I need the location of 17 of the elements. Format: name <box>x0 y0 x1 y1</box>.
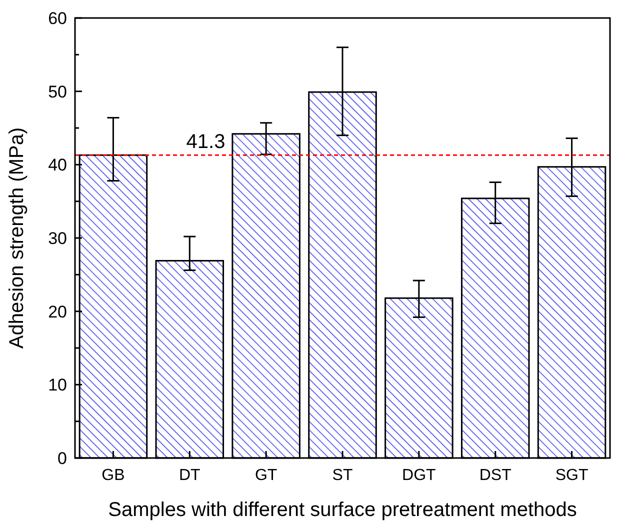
x-tick-label: DT <box>178 467 201 484</box>
x-tick-label: DST <box>479 467 512 484</box>
x-tick-label: SGT <box>555 467 588 484</box>
y-tick-label: 30 <box>48 228 67 248</box>
x-axis-title: Samples with different surface pretreatment methods <box>108 499 577 521</box>
x-tick-label: GT <box>254 467 278 484</box>
x-tick-label: ST <box>332 467 353 484</box>
y-tick-label: 50 <box>48 82 67 102</box>
y-tick-label: 20 <box>48 302 67 322</box>
x-tick-label: DGT <box>402 467 436 484</box>
y-tick-label: 0 <box>58 448 67 468</box>
y-tick-label: 10 <box>48 376 67 395</box>
x-tick-label: GB <box>102 467 125 484</box>
y-axis-title: Adhesion strength (MPa) <box>6 127 28 349</box>
y-tick-label: 60 <box>48 8 67 28</box>
y-tick-label: 40 <box>48 156 67 175</box>
ref-line-label: 41.3 <box>186 131 226 154</box>
